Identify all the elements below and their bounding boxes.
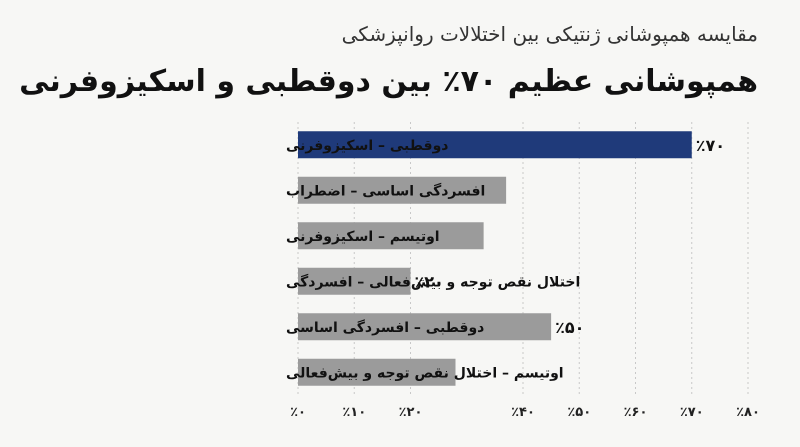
- chart-subtitle: مقایسه همپوشانی ژنتیکی بین اختلالات روان…: [341, 22, 758, 46]
- bar: [298, 222, 484, 250]
- x-tick-label: ٪۷۰: [680, 405, 704, 420]
- category-label: اختلال نقص توجه و بیش‌فعالی – افسردگی: [286, 273, 580, 290]
- bar: [298, 313, 552, 341]
- x-tick-label: ٪۲۰: [399, 405, 423, 420]
- x-tick-label: ٪۱۰: [342, 405, 366, 420]
- chart-title: همپوشانی عظیم ۷۰٪ بین دوقطبی و اسکیزوفرن…: [19, 64, 758, 99]
- x-tick-label: ٪۴۰: [511, 405, 535, 420]
- x-tick-label: ٪۸۰: [736, 405, 760, 420]
- data-label: ٪۵۰: [555, 318, 584, 337]
- data-label: ٪۲۰: [415, 272, 444, 291]
- bar: [298, 176, 507, 204]
- x-tick-label: ٪۶۰: [624, 405, 648, 420]
- category-label: دوقطبی – اسکیزوفرنی: [286, 138, 448, 154]
- category-label: دوقطبی – افسردگی اساسی: [286, 319, 484, 336]
- bar: [298, 267, 411, 295]
- x-tick-label: ٪۰: [290, 405, 306, 420]
- category-label: افسردگی اساسی – اضطراب: [286, 182, 485, 199]
- bar: [298, 131, 692, 159]
- category-label: اوتیسم – اختلال نقص توجه و بیش‌فعالی: [286, 365, 564, 381]
- data-label: ٪۷۰: [696, 136, 725, 155]
- bar: [298, 358, 456, 386]
- category-label: اوتیسم – اسکیزوفرنی: [286, 229, 440, 245]
- x-tick-label: ٪۵۰: [567, 405, 591, 420]
